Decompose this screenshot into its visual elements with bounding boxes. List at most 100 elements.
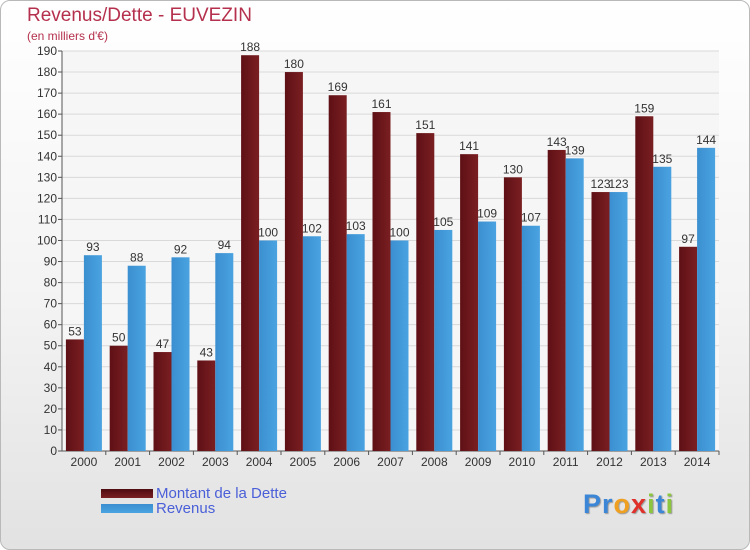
value-label-debt-2005: 180 [284, 57, 304, 71]
y-tick-label: 150 [37, 128, 57, 142]
logo-letter: i [665, 489, 675, 519]
x-tick-label-2001: 2001 [114, 455, 141, 469]
x-tick-label-2012: 2012 [596, 455, 623, 469]
bar-debt-2000 [65, 339, 84, 451]
value-label-revenue-2012: 123 [608, 177, 628, 191]
y-tick-label: 190 [37, 44, 57, 58]
legend-label-revenue: Revenus [156, 500, 216, 517]
y-tick-label: 110 [38, 212, 57, 226]
y-tick-label: 160 [37, 107, 57, 121]
bar-debt-2001 [109, 345, 128, 451]
value-label-revenue-2000: 93 [86, 240, 100, 254]
x-tick-label-2009: 2009 [465, 455, 492, 469]
logo-letter: x [631, 489, 648, 519]
value-label-revenue-2002: 92 [174, 242, 188, 256]
legend-label-debt: Montant de la Dette [156, 485, 287, 502]
value-label-debt-2002: 47 [156, 337, 170, 351]
chart-title: Revenus/Dette - EUVEZIN [27, 5, 252, 26]
bar-debt-2012 [591, 192, 610, 452]
logo-letter: i [647, 489, 656, 519]
value-label-debt-2003: 43 [200, 345, 214, 359]
legend-swatch-debt [101, 489, 153, 498]
x-tick-label-2002: 2002 [158, 455, 185, 469]
bar-debt-2009 [460, 154, 479, 451]
value-label-revenue-2001: 88 [130, 251, 144, 265]
bar-revenue-2008 [434, 229, 453, 451]
y-tick-label: 170 [37, 86, 57, 100]
y-tick-label: 40 [44, 360, 58, 374]
value-label-debt-2004: 188 [240, 40, 260, 54]
y-tick-label: 30 [44, 381, 58, 395]
x-tick-label-2006: 2006 [333, 455, 360, 469]
value-label-debt-2001: 50 [112, 331, 126, 345]
logo-letter: r [602, 489, 614, 519]
bar-debt-2004 [241, 55, 260, 452]
bar-debt-2002 [153, 352, 172, 451]
bar-revenue-2005 [302, 236, 321, 451]
value-label-revenue-2003: 94 [218, 238, 232, 252]
bar-debt-2010 [503, 177, 522, 451]
y-tick-label: 60 [44, 318, 58, 332]
bar-revenue-2000 [83, 255, 102, 451]
logo-letter: P [583, 489, 603, 519]
bar-debt-2008 [416, 133, 435, 451]
bar-revenue-2009 [478, 221, 497, 451]
value-label-debt-2011: 143 [547, 135, 567, 149]
bar-revenue-2006 [346, 234, 365, 451]
value-label-debt-2006: 169 [328, 80, 348, 94]
value-label-debt-2010: 130 [503, 162, 523, 176]
bar-debt-2005 [284, 72, 303, 451]
value-label-debt-2007: 161 [371, 97, 391, 111]
x-tick-label-2013: 2013 [640, 455, 667, 469]
bar-revenue-2007 [390, 240, 409, 451]
value-label-revenue-2011: 139 [565, 143, 585, 157]
bar-revenue-2004 [259, 240, 278, 451]
value-label-revenue-2014: 144 [696, 133, 716, 147]
value-label-debt-2008: 151 [415, 118, 435, 132]
bar-debt-2011 [547, 149, 566, 451]
bar-revenue-2010 [521, 225, 540, 451]
value-label-revenue-2008: 105 [433, 215, 453, 229]
value-label-debt-2014: 97 [681, 232, 695, 246]
legend-swatch-revenue [101, 504, 153, 513]
value-label-revenue-2007: 100 [389, 225, 409, 239]
y-tick-label: 180 [37, 65, 57, 79]
value-label-revenue-2006: 103 [346, 219, 366, 233]
bar-revenue-2002 [171, 257, 190, 451]
bar-revenue-2003 [215, 253, 234, 451]
bar-revenue-2013 [653, 166, 672, 451]
x-tick-label-2014: 2014 [684, 455, 711, 469]
y-tick-label: 0 [50, 444, 57, 458]
y-tick-label: 10 [44, 423, 58, 437]
value-label-debt-2013: 159 [634, 101, 654, 115]
x-tick-label-2008: 2008 [421, 455, 448, 469]
proxiti-logo: Proxiti [583, 489, 674, 520]
bar-debt-2007 [372, 112, 391, 451]
value-label-revenue-2010: 107 [521, 211, 541, 225]
bar-revenue-2011 [565, 158, 584, 452]
x-tick-label-2005: 2005 [290, 455, 317, 469]
y-tick-label: 80 [44, 276, 58, 290]
x-tick-label-2011: 2011 [553, 455, 579, 469]
y-tick-label: 140 [37, 149, 57, 163]
value-label-debt-2012: 123 [590, 177, 610, 191]
value-label-revenue-2009: 109 [477, 207, 497, 221]
x-tick-label-2010: 2010 [509, 455, 536, 469]
y-tick-label: 70 [44, 297, 58, 311]
bar-revenue-2014 [697, 147, 716, 451]
logo-letter: t [655, 489, 666, 519]
value-label-revenue-2013: 135 [652, 152, 672, 166]
value-label-revenue-2004: 100 [258, 225, 278, 239]
logo-letter: o [613, 489, 632, 519]
bar-debt-2006 [328, 95, 347, 452]
bar-revenue-2012 [609, 192, 628, 452]
y-tick-label: 90 [44, 255, 58, 269]
x-tick-label-2004: 2004 [246, 455, 273, 469]
chart-subtitle: (en milliers d'€) [27, 29, 108, 43]
x-tick-label-2007: 2007 [377, 455, 404, 469]
y-tick-label: 120 [37, 191, 57, 205]
bar-debt-2013 [635, 116, 654, 452]
bar-debt-2014 [679, 246, 698, 451]
y-tick-label: 20 [44, 402, 58, 416]
